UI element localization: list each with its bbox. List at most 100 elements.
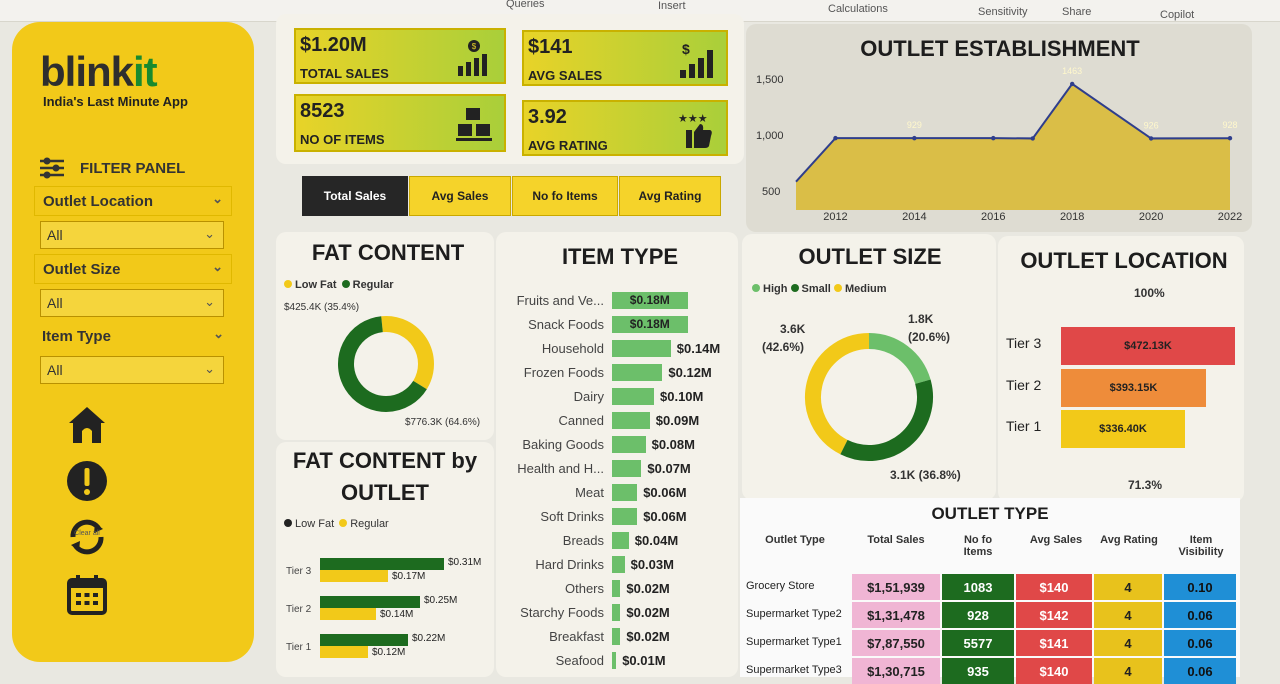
- item-type-value: $0.02M: [626, 629, 670, 644]
- cell-visibility: 0.06: [1164, 630, 1236, 656]
- kpi-label: AVG RATING: [528, 138, 608, 153]
- ribbon-sensitivity[interactable]: Sensitivity: [978, 6, 1028, 18]
- filter-outlet-location-select[interactable]: All ⌄: [40, 221, 224, 249]
- ribbon-share[interactable]: Share: [1062, 6, 1092, 18]
- avg-sales-button[interactable]: Avg Sales: [409, 176, 511, 216]
- svg-text:$: $: [682, 41, 690, 57]
- data-point: [1148, 136, 1154, 141]
- legend-swatch: [752, 284, 760, 292]
- y-tick: 1,000: [756, 130, 784, 142]
- x-tick: 2016: [981, 211, 1005, 223]
- legend-swatch: [790, 284, 799, 292]
- col-header: Outlet Type: [765, 534, 825, 546]
- x-tick: 2012: [823, 211, 847, 223]
- total-sales-button[interactable]: Total Sales: [302, 176, 408, 216]
- data-point: [912, 135, 917, 141]
- series-line: [795, 82, 1231, 183]
- donut-slice: [805, 333, 870, 455]
- item-type-value: $0.09M: [655, 413, 700, 428]
- ribbon-queries[interactable]: Queries: [506, 0, 545, 10]
- item-type-bar: [612, 388, 654, 405]
- outlet-size-legend: High Small Medium: [752, 283, 887, 295]
- fat-regular-label: $776.3K (64.6%): [405, 417, 481, 428]
- kpi-total-sales: $1.20M TOTAL SALES $: [294, 28, 506, 84]
- legend-swatch: [339, 519, 348, 527]
- kpi-label: AVG SALES: [528, 68, 603, 83]
- alert-icon[interactable]: [64, 458, 110, 504]
- x-tick: 2018: [1060, 211, 1084, 223]
- bar-low-fat: [320, 558, 444, 570]
- tier-label: Tier 3: [286, 566, 312, 577]
- legend-swatch: [284, 280, 292, 288]
- donut-slice: [840, 379, 933, 461]
- data-point: [1069, 81, 1075, 87]
- outlet-type-table: OUTLET TYPE Outlet Type Total Sales No f…: [740, 498, 1240, 684]
- tier-label: Tier 3: [1006, 335, 1042, 351]
- outlet-size-medium-pct: (42.6%): [762, 340, 805, 354]
- item-type-value: $0.18M: [629, 317, 670, 331]
- clear-all-icon[interactable]: Clear all: [64, 514, 110, 560]
- cell-visibility: 0.06: [1164, 602, 1236, 628]
- fat-content-title: FAT CONTENT: [311, 240, 465, 265]
- x-tick: 2020: [1139, 211, 1163, 223]
- cell-avg-sales: $141: [1016, 630, 1092, 656]
- x-tick: 2022: [1218, 211, 1242, 223]
- outlet-location-bottom-pct: 71.3%: [1128, 478, 1163, 492]
- col-header: Avg Rating: [1100, 534, 1158, 546]
- kpi-label: TOTAL SALES: [300, 66, 389, 81]
- data-point: [833, 135, 838, 141]
- chevron-down-icon: ⌄: [212, 259, 223, 274]
- item-type-label: Breakfast: [549, 629, 604, 644]
- bar-low-fat: [320, 596, 420, 608]
- item-type-value: $0.18M: [629, 293, 670, 307]
- kpi-value: $1.20M: [300, 34, 367, 56]
- outlet-size-high-pct: (20.6%): [908, 330, 951, 344]
- filter-panel-title: FILTER PANEL: [38, 156, 185, 180]
- home-icon[interactable]: [64, 402, 110, 448]
- chevron-down-icon: ⌄: [213, 326, 224, 341]
- bar-low-label: $0.22M: [412, 633, 446, 644]
- location-bar: $393.15K: [1061, 369, 1206, 407]
- chevron-down-icon: ⌄: [204, 226, 215, 241]
- legend-swatch: [284, 519, 292, 527]
- filter-outlet-size[interactable]: Outlet Size ⌄: [34, 254, 232, 284]
- tier-label: Tier 1: [286, 642, 312, 653]
- item-type-bar: [612, 364, 663, 381]
- calendar-icon[interactable]: [64, 572, 110, 618]
- data-point: [991, 135, 996, 141]
- item-type-value: $0.06M: [643, 509, 687, 524]
- thumbs-stars-icon: ★★★: [678, 113, 712, 148]
- ribbon-calculations[interactable]: Calculations: [828, 3, 888, 15]
- tier-label: Tier 2: [286, 604, 312, 615]
- no-of-items-button[interactable]: No fo Items: [512, 176, 618, 216]
- filter-outlet-location[interactable]: Outlet Location ⌄: [34, 186, 232, 216]
- boxes-icon: [456, 108, 492, 141]
- ribbon-insert[interactable]: Insert: [658, 0, 686, 12]
- item-type-bar: [612, 556, 625, 573]
- item-type-label: Snack Foods: [528, 317, 604, 332]
- kpi-value: $141: [528, 36, 573, 58]
- table-row-label: Supermarket Type2: [746, 608, 842, 620]
- item-type-bar: [612, 340, 671, 357]
- cell-visibility: 0.06: [1164, 658, 1236, 684]
- y-tick: 500: [762, 186, 781, 198]
- item-type-label: Household: [541, 341, 604, 356]
- item-type-bar: [612, 508, 638, 525]
- filter-panel-label: FILTER PANEL: [80, 159, 186, 177]
- kpi-no-of-items: 8523 NO OF ITEMS: [294, 94, 506, 152]
- filter-item-type-select[interactable]: All ⌄: [40, 356, 224, 384]
- ribbon-copilot[interactable]: Copilot: [1160, 9, 1195, 21]
- avg-rating-button[interactable]: Avg Rating: [619, 176, 721, 216]
- donut-slice: [868, 333, 931, 385]
- fat-content-donut: [338, 316, 434, 412]
- item-type-bar: [612, 604, 621, 621]
- filter-outlet-size-select[interactable]: All ⌄: [40, 289, 224, 317]
- bar-regular: [320, 646, 368, 658]
- brand-logo: blinkit: [40, 48, 158, 95]
- outlet-size-high-value: 1.8K: [908, 312, 934, 326]
- filter-item-type[interactable]: Item Type ⌄: [42, 326, 224, 345]
- col-header: Avg Sales: [1029, 534, 1083, 546]
- item-type-bar: [612, 316, 688, 333]
- bar-regular-label: $0.14M: [380, 609, 414, 620]
- cell-total-sales: $1,51,939: [852, 574, 940, 600]
